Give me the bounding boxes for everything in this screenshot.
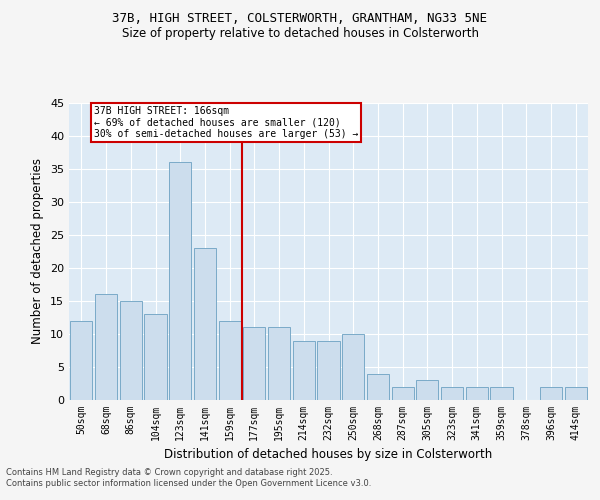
- Bar: [342, 334, 364, 400]
- Bar: [392, 387, 414, 400]
- Bar: [243, 328, 265, 400]
- Bar: [490, 387, 512, 400]
- Bar: [367, 374, 389, 400]
- Bar: [145, 314, 167, 400]
- Bar: [540, 387, 562, 400]
- Bar: [218, 320, 241, 400]
- Bar: [293, 340, 315, 400]
- Bar: [317, 340, 340, 400]
- Y-axis label: Number of detached properties: Number of detached properties: [31, 158, 44, 344]
- Text: Contains HM Land Registry data © Crown copyright and database right 2025.
Contai: Contains HM Land Registry data © Crown c…: [6, 468, 371, 487]
- Bar: [95, 294, 117, 400]
- Text: 37B HIGH STREET: 166sqm
← 69% of detached houses are smaller (120)
30% of semi-d: 37B HIGH STREET: 166sqm ← 69% of detache…: [94, 106, 358, 139]
- Bar: [466, 387, 488, 400]
- Bar: [416, 380, 439, 400]
- Text: 37B, HIGH STREET, COLSTERWORTH, GRANTHAM, NG33 5NE: 37B, HIGH STREET, COLSTERWORTH, GRANTHAM…: [113, 12, 487, 26]
- Bar: [194, 248, 216, 400]
- Bar: [441, 387, 463, 400]
- Bar: [169, 162, 191, 400]
- Text: Size of property relative to detached houses in Colsterworth: Size of property relative to detached ho…: [121, 28, 479, 40]
- Bar: [119, 301, 142, 400]
- Bar: [565, 387, 587, 400]
- Bar: [70, 320, 92, 400]
- Bar: [268, 328, 290, 400]
- X-axis label: Distribution of detached houses by size in Colsterworth: Distribution of detached houses by size …: [164, 448, 493, 462]
